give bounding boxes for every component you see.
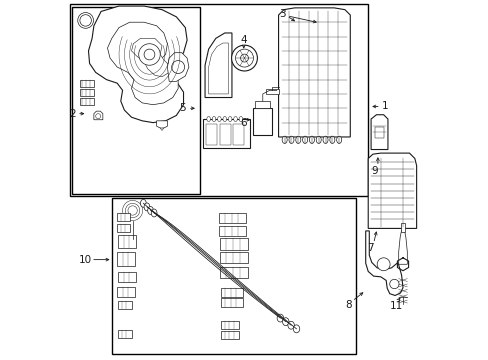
Bar <box>400 223 405 232</box>
Circle shape <box>125 203 140 218</box>
Circle shape <box>122 201 142 221</box>
Ellipse shape <box>323 136 327 143</box>
Ellipse shape <box>140 199 146 207</box>
Polygon shape <box>167 53 188 81</box>
Ellipse shape <box>147 207 153 215</box>
Ellipse shape <box>309 136 314 143</box>
Ellipse shape <box>235 49 253 67</box>
Ellipse shape <box>239 117 242 122</box>
Bar <box>233 124 244 145</box>
Ellipse shape <box>316 136 321 143</box>
Polygon shape <box>367 153 416 228</box>
Ellipse shape <box>144 203 149 211</box>
Ellipse shape <box>336 136 341 143</box>
Polygon shape <box>265 89 278 94</box>
Text: 3: 3 <box>278 9 285 19</box>
Text: 9: 9 <box>370 166 377 176</box>
Ellipse shape <box>287 321 294 329</box>
Bar <box>253 108 271 135</box>
Ellipse shape <box>302 136 307 143</box>
Bar <box>220 252 247 263</box>
Ellipse shape <box>212 117 215 122</box>
Ellipse shape <box>282 136 286 143</box>
Circle shape <box>78 13 93 28</box>
Bar <box>117 252 135 266</box>
Bar <box>203 119 249 148</box>
Ellipse shape <box>233 117 237 122</box>
Circle shape <box>139 44 160 65</box>
Bar <box>221 298 242 307</box>
Circle shape <box>80 15 91 26</box>
Circle shape <box>171 60 184 73</box>
Polygon shape <box>208 43 228 94</box>
Ellipse shape <box>217 117 221 122</box>
Text: 11: 11 <box>389 301 403 311</box>
Polygon shape <box>204 33 231 98</box>
Bar <box>221 330 239 338</box>
Circle shape <box>96 114 101 119</box>
Polygon shape <box>370 115 387 149</box>
Ellipse shape <box>231 45 257 71</box>
Bar <box>221 288 242 297</box>
Bar <box>80 80 94 87</box>
Bar <box>117 224 129 232</box>
Ellipse shape <box>293 325 299 333</box>
Ellipse shape <box>329 136 334 143</box>
Ellipse shape <box>129 239 136 247</box>
Ellipse shape <box>295 136 300 143</box>
Bar <box>220 267 247 278</box>
Bar <box>220 238 247 250</box>
Ellipse shape <box>277 314 283 322</box>
Text: 1: 1 <box>381 102 388 112</box>
Ellipse shape <box>206 117 210 122</box>
Bar <box>112 198 355 354</box>
Ellipse shape <box>288 136 293 143</box>
Text: 4: 4 <box>240 35 246 45</box>
Bar <box>118 330 132 338</box>
Bar <box>374 127 383 138</box>
Polygon shape <box>131 39 169 77</box>
Bar <box>219 124 230 145</box>
Text: 10: 10 <box>78 255 91 265</box>
Bar <box>221 321 239 329</box>
Polygon shape <box>88 6 187 123</box>
Text: 2: 2 <box>69 109 76 119</box>
Bar <box>255 101 270 108</box>
Bar <box>118 301 132 309</box>
Circle shape <box>389 279 398 289</box>
Circle shape <box>376 258 389 271</box>
Bar <box>70 4 367 196</box>
Ellipse shape <box>151 209 157 217</box>
Polygon shape <box>278 8 349 137</box>
Polygon shape <box>365 231 402 296</box>
Bar <box>72 7 199 194</box>
Bar <box>219 226 246 235</box>
Ellipse shape <box>240 54 248 62</box>
Text: 6: 6 <box>240 118 246 128</box>
Polygon shape <box>156 121 167 128</box>
Polygon shape <box>94 111 102 120</box>
Circle shape <box>144 49 155 60</box>
Text: 7: 7 <box>366 243 372 253</box>
Text: 5: 5 <box>179 103 186 113</box>
Bar <box>118 272 136 282</box>
Bar <box>117 213 129 221</box>
Polygon shape <box>398 230 407 264</box>
Bar <box>80 98 94 105</box>
Bar <box>219 213 246 223</box>
Ellipse shape <box>223 117 226 122</box>
Ellipse shape <box>282 318 288 325</box>
Bar <box>206 124 217 145</box>
Ellipse shape <box>228 117 231 122</box>
Circle shape <box>128 206 137 215</box>
Bar <box>118 234 136 248</box>
Bar <box>80 89 94 96</box>
Bar <box>117 287 135 297</box>
Polygon shape <box>107 22 178 105</box>
Text: 8: 8 <box>345 300 351 310</box>
